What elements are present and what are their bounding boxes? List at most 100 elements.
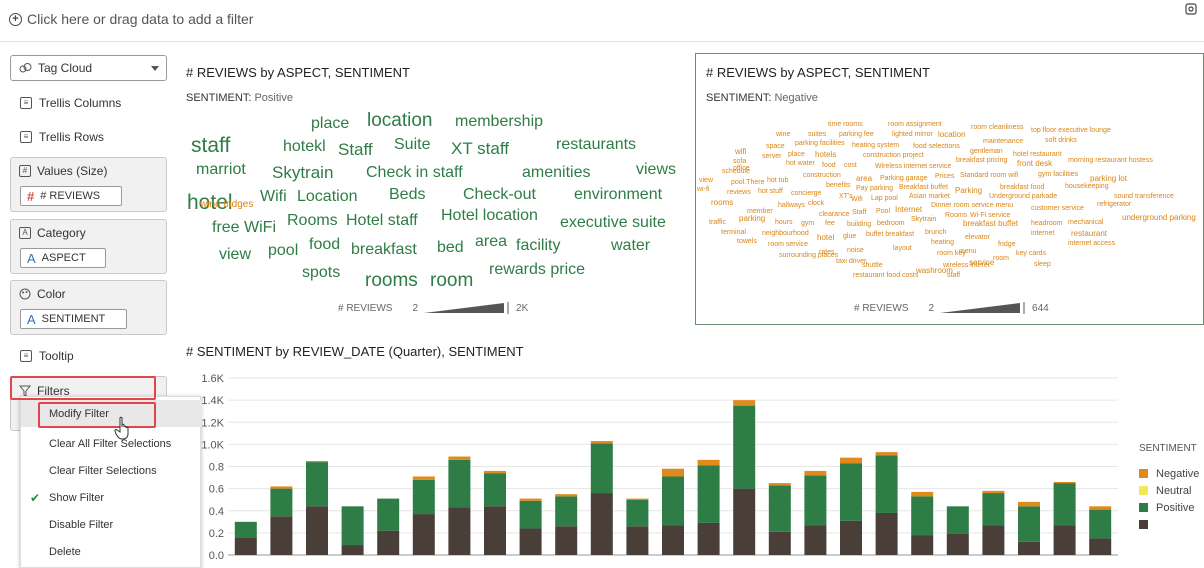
bar-segment-unlabeled[interactable] [412, 514, 435, 555]
positive-tag-word[interactable]: rooms [365, 270, 418, 291]
negative-tag-word[interactable]: schedule [722, 168, 751, 175]
positive-tag-word[interactable]: marriot [196, 161, 246, 178]
menu-show-filter[interactable]: ✔ Show Filter [21, 484, 202, 511]
bar-segment-unlabeled[interactable] [270, 516, 293, 555]
bar-segment-positive[interactable] [982, 493, 1005, 526]
category-drop[interactable]: A Category A ASPECT [10, 219, 167, 274]
bar-segment-positive[interactable] [448, 459, 471, 508]
positive-tag-word[interactable]: Rooms [287, 212, 338, 229]
bar-segment-positive[interactable] [377, 498, 400, 531]
positive-tag-word[interactable]: facility [516, 237, 561, 254]
color-pill[interactable]: A SENTIMENT [20, 309, 127, 329]
negative-tag-word[interactable]: internet [1031, 230, 1055, 237]
negative-tag-word[interactable]: benefits [826, 182, 851, 189]
positive-tag-word[interactable]: location [367, 110, 433, 131]
negative-tag-word[interactable]: Parking [955, 186, 983, 195]
bar-segment-positive[interactable] [555, 496, 578, 527]
bar-segment-unlabeled[interactable] [555, 526, 578, 555]
negative-tag-word[interactable]: terminal [721, 229, 746, 236]
positive-tag-word[interactable]: Hotel staff [346, 212, 418, 229]
negative-tag-word[interactable]: maintenance [983, 138, 1024, 145]
negative-tag-word[interactable]: Wi-Fi service [970, 212, 1011, 219]
negative-tag-word[interactable]: Pool [876, 208, 891, 215]
negative-tag-word[interactable]: wifi [735, 147, 747, 156]
negative-tag-word[interactable]: front desk [1017, 159, 1053, 168]
bar-segment-unlabeled[interactable] [911, 535, 934, 555]
bar-segment-unlabeled[interactable] [733, 488, 756, 555]
negative-tag-word[interactable]: traffic [709, 219, 726, 226]
positive-tag-word[interactable]: food [309, 236, 341, 253]
bar-segment-positive[interactable] [1018, 506, 1040, 542]
positive-tag-word[interactable]: Check-out [463, 186, 536, 203]
negative-tag-word[interactable]: bedroom [877, 220, 905, 227]
negative-tag-word[interactable]: internet access [1068, 240, 1116, 247]
negative-tag-word[interactable]: breakfast buffet [963, 219, 1018, 228]
negative-tag-word[interactable]: Staff [852, 209, 867, 216]
negative-tag-word[interactable]: noise [847, 247, 864, 254]
negative-tag-word[interactable]: parking fee [839, 131, 874, 138]
negative-tag-word[interactable]: sleep [1034, 261, 1051, 268]
legend-item[interactable]: Positive [1139, 499, 1199, 516]
bar-segment-negative[interactable] [626, 498, 649, 500]
negative-tag-word[interactable]: rates [819, 249, 835, 256]
positive-tag-word[interactable]: Location [297, 188, 358, 205]
bar-segment-negative[interactable] [412, 476, 435, 480]
negative-tag-word[interactable]: parking facilities [795, 140, 845, 147]
negative-tag-word[interactable]: towels [737, 238, 757, 245]
bar-segment-positive[interactable] [626, 499, 649, 527]
bar-segment-unlabeled[interactable] [875, 512, 898, 555]
negative-tag-word[interactable]: refrigerator [1097, 201, 1132, 208]
positive-tag-word[interactable]: environment [574, 186, 663, 203]
negative-tag-word[interactable]: wine [776, 131, 791, 138]
positive-tag-word[interactable]: views [636, 161, 677, 178]
negative-tag-word[interactable]: clock [808, 200, 824, 207]
negative-tag-word[interactable]: hotel [817, 233, 835, 242]
negative-tag-word[interactable]: hours [775, 219, 793, 226]
negative-tag-word[interactable]: layout [893, 245, 912, 252]
bar-segment-negative[interactable] [982, 490, 1005, 494]
negative-tag-word[interactable]: Lap pool [871, 195, 898, 202]
positive-tag-word[interactable]: area [475, 233, 508, 250]
bar-segment-positive[interactable] [484, 473, 506, 507]
bar-segment-positive[interactable] [662, 476, 684, 526]
bar-segment-positive[interactable] [519, 500, 542, 529]
bar-segment-negative[interactable] [484, 470, 506, 474]
negative-tag-word[interactable]: staff [947, 272, 961, 279]
negative-tag-word[interactable]: housekeeping [1065, 183, 1109, 190]
menu-modify-filter[interactable]: Modify Filter [21, 400, 202, 427]
negative-tag-word[interactable]: Prices [935, 173, 955, 180]
menu-disable-filter[interactable]: Disable Filter [21, 511, 202, 538]
negative-tag-word[interactable]: heating system [852, 142, 900, 149]
negative-tag-word[interactable]: Internet [895, 205, 923, 214]
negative-tag-word[interactable]: shuttle [862, 262, 883, 269]
negative-tag-word[interactable]: wine fridges [200, 199, 254, 210]
bar-segment-unlabeled[interactable] [1089, 538, 1112, 555]
negative-tag-word[interactable]: food selections [913, 143, 960, 150]
bar-segment-positive[interactable] [1053, 483, 1076, 526]
negative-tag-word[interactable]: room service [768, 241, 809, 248]
positive-tag-word[interactable]: water [611, 237, 651, 254]
negative-tag-word[interactable]: parking lot [1090, 174, 1127, 183]
positive-tag-word[interactable]: place [311, 115, 350, 132]
bar-segment-positive[interactable] [911, 496, 934, 536]
negative-tag-word[interactable]: Breakfast buffet [899, 184, 948, 191]
bar-segment-negative[interactable] [804, 470, 827, 476]
color-drop[interactable]: Color A SENTIMENT [10, 280, 167, 335]
negative-tag-word[interactable]: customer service [1031, 205, 1084, 212]
negative-tag-word[interactable]: location [938, 130, 966, 139]
bar-segment-unlabeled[interactable] [484, 506, 506, 555]
add-filter-area[interactable]: + Click here or drag data to add a filte… [9, 11, 253, 27]
negative-tag-word[interactable]: Asian market [909, 193, 950, 200]
negative-tag-word[interactable]: hot tub [767, 177, 789, 184]
negative-tag-word[interactable]: wireless interet [943, 262, 990, 269]
bar-segment-negative[interactable] [733, 400, 756, 406]
negative-tag-word[interactable]: hallways [778, 202, 805, 209]
negative-tag-word[interactable]: clearance [819, 211, 850, 218]
negative-tag-word[interactable]: rooms [711, 198, 734, 207]
positive-tag-word[interactable]: Suite [394, 136, 431, 153]
positive-tag-word[interactable]: executive suite [560, 214, 666, 231]
bar-segment-unlabeled[interactable] [982, 525, 1005, 555]
bar-segment-positive[interactable] [875, 455, 898, 513]
positive-tag-word[interactable]: Skytrain [272, 163, 334, 182]
bar-segment-negative[interactable] [555, 494, 578, 497]
